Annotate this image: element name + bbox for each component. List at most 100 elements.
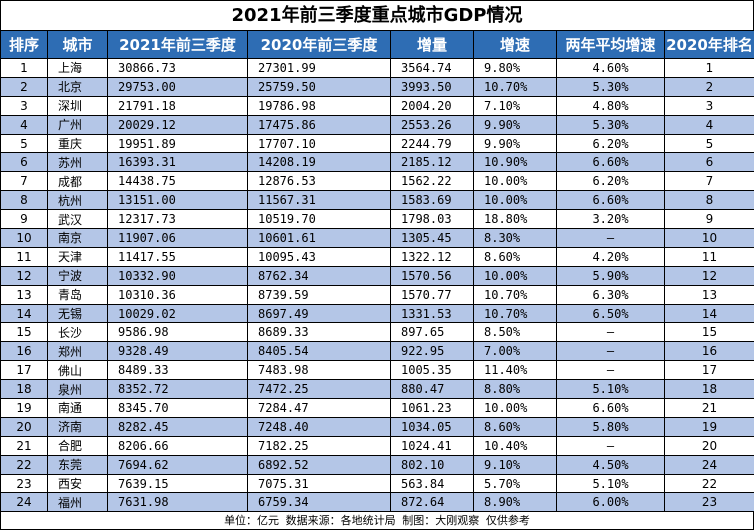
cell-rank-2020: 2 bbox=[665, 77, 754, 96]
cell-gdp-2021: 8489.33 bbox=[108, 361, 248, 380]
cell-rank: 3 bbox=[1, 96, 48, 115]
cell-city: 南京 bbox=[48, 229, 108, 248]
cell-rank: 19 bbox=[1, 399, 48, 418]
cell-rank: 4 bbox=[1, 115, 48, 134]
cell-city: 西安 bbox=[48, 474, 108, 493]
cell-city: 佛山 bbox=[48, 361, 108, 380]
cell-gdp-2021: 29753.00 bbox=[108, 77, 248, 96]
cell-gdp-2021: 8345.70 bbox=[108, 399, 248, 418]
cell-two-year-avg: 5.80% bbox=[557, 417, 665, 436]
cell-two-year-avg: — bbox=[557, 323, 665, 342]
cell-gdp-2020: 8697.49 bbox=[248, 304, 391, 323]
gdp-table-sheet: 2021年前三季度重点城市GDP情况 排序 城市 2021年前三季度 2020年… bbox=[0, 0, 754, 503]
cell-two-year-avg: 6.30% bbox=[557, 285, 665, 304]
cell-rank-2020: 18 bbox=[665, 380, 754, 399]
cell-increment: 1061.23 bbox=[391, 399, 474, 418]
cell-gdp-2021: 7631.98 bbox=[108, 493, 248, 512]
cell-rank-2020: 4 bbox=[665, 115, 754, 134]
cell-growth: 18.80% bbox=[474, 210, 557, 229]
cell-city: 天津 bbox=[48, 247, 108, 266]
cell-city: 东莞 bbox=[48, 455, 108, 474]
cell-city: 成都 bbox=[48, 172, 108, 191]
cell-two-year-avg: 6.60% bbox=[557, 191, 665, 210]
cell-rank-2020: 7 bbox=[665, 172, 754, 191]
cell-city: 福州 bbox=[48, 493, 108, 512]
cell-rank: 20 bbox=[1, 417, 48, 436]
cell-growth: 7.00% bbox=[474, 342, 557, 361]
cell-two-year-avg: 3.20% bbox=[557, 210, 665, 229]
cell-rank-2020: 10 bbox=[665, 229, 754, 248]
cell-two-year-avg: 6.20% bbox=[557, 172, 665, 191]
header-increment: 增量 bbox=[391, 31, 474, 59]
cell-two-year-avg: 4.50% bbox=[557, 455, 665, 474]
cell-growth: 8.60% bbox=[474, 417, 557, 436]
cell-gdp-2020: 8405.54 bbox=[248, 342, 391, 361]
cell-increment: 897.65 bbox=[391, 323, 474, 342]
cell-increment: 3993.50 bbox=[391, 77, 474, 96]
cell-rank-2020: 21 bbox=[665, 399, 754, 418]
cell-gdp-2020: 12876.53 bbox=[248, 172, 391, 191]
cell-growth: 8.80% bbox=[474, 380, 557, 399]
cell-gdp-2021: 7694.62 bbox=[108, 455, 248, 474]
cell-rank: 13 bbox=[1, 285, 48, 304]
cell-rank-2020: 1 bbox=[665, 59, 754, 78]
cell-growth: 10.00% bbox=[474, 191, 557, 210]
cell-increment: 563.84 bbox=[391, 474, 474, 493]
header-rank-2020: 2020年排名 bbox=[665, 31, 754, 59]
cell-two-year-avg: 6.00% bbox=[557, 493, 665, 512]
cell-rank-2020: 22 bbox=[665, 474, 754, 493]
cell-increment: 1005.35 bbox=[391, 361, 474, 380]
cell-increment: 922.95 bbox=[391, 342, 474, 361]
cell-gdp-2021: 10310.36 bbox=[108, 285, 248, 304]
cell-increment: 872.64 bbox=[391, 493, 474, 512]
cell-growth: 10.40% bbox=[474, 436, 557, 455]
cell-two-year-avg: 4.20% bbox=[557, 247, 665, 266]
cell-increment: 1331.53 bbox=[391, 304, 474, 323]
cell-gdp-2021: 10029.02 bbox=[108, 304, 248, 323]
cell-gdp-2020: 7075.31 bbox=[248, 474, 391, 493]
cell-growth: 10.70% bbox=[474, 285, 557, 304]
cell-gdp-2020: 10519.70 bbox=[248, 210, 391, 229]
cell-two-year-avg: 5.10% bbox=[557, 474, 665, 493]
cell-rank: 11 bbox=[1, 247, 48, 266]
cell-rank: 16 bbox=[1, 342, 48, 361]
cell-increment: 3564.74 bbox=[391, 59, 474, 78]
cell-rank-2020: 9 bbox=[665, 210, 754, 229]
cell-increment: 1024.41 bbox=[391, 436, 474, 455]
cell-two-year-avg: 6.60% bbox=[557, 399, 665, 418]
cell-increment: 1562.22 bbox=[391, 172, 474, 191]
cell-gdp-2021: 9586.98 bbox=[108, 323, 248, 342]
cell-growth: 8.60% bbox=[474, 247, 557, 266]
cell-rank: 6 bbox=[1, 153, 48, 172]
cell-two-year-avg: — bbox=[557, 229, 665, 248]
cell-increment: 880.47 bbox=[391, 380, 474, 399]
cell-rank-2020: 24 bbox=[665, 455, 754, 474]
cell-gdp-2021: 8282.45 bbox=[108, 417, 248, 436]
cell-two-year-avg: 5.30% bbox=[557, 115, 665, 134]
cell-two-year-avg: 5.90% bbox=[557, 266, 665, 285]
cell-city: 广州 bbox=[48, 115, 108, 134]
cell-city: 泉州 bbox=[48, 380, 108, 399]
cell-rank: 15 bbox=[1, 323, 48, 342]
cell-rank: 21 bbox=[1, 436, 48, 455]
header-growth: 增速 bbox=[474, 31, 557, 59]
cell-city: 长沙 bbox=[48, 323, 108, 342]
cell-gdp-2020: 10601.61 bbox=[248, 229, 391, 248]
cell-city: 宁波 bbox=[48, 266, 108, 285]
cell-gdp-2021: 11417.55 bbox=[108, 247, 248, 266]
cell-gdp-2021: 10332.90 bbox=[108, 266, 248, 285]
header-city: 城市 bbox=[48, 31, 108, 59]
cell-rank: 12 bbox=[1, 266, 48, 285]
